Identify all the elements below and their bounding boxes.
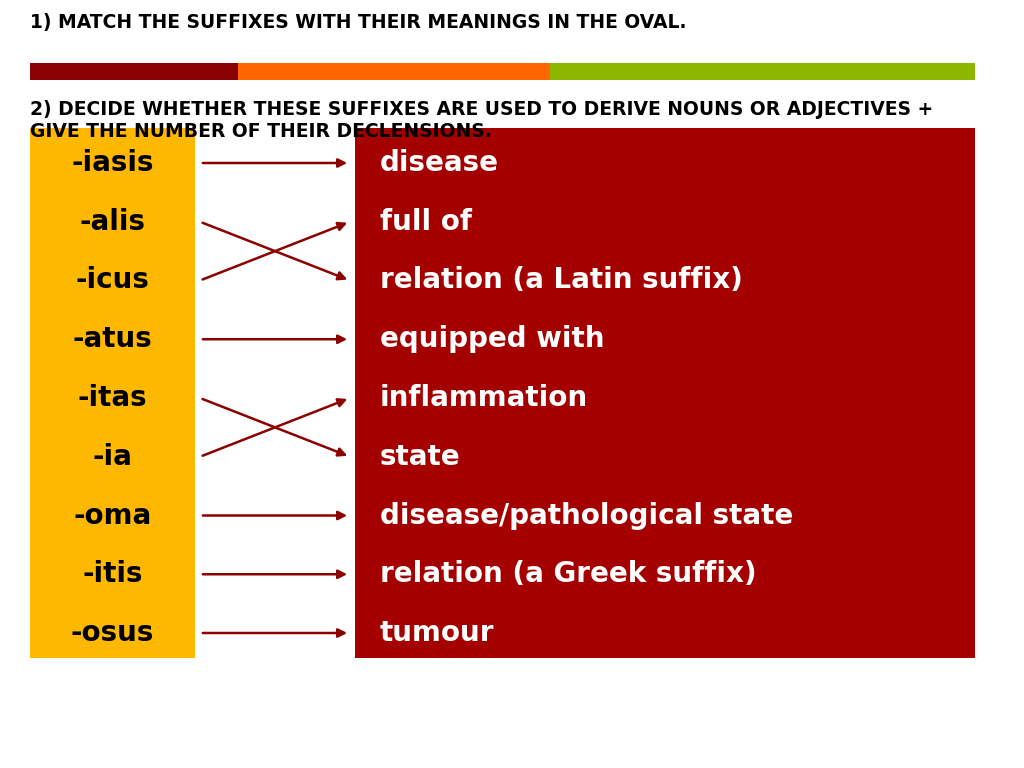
Text: -alis: -alis [80, 208, 145, 236]
Text: equipped with: equipped with [380, 326, 604, 353]
Text: -itis: -itis [82, 560, 142, 588]
Text: 1) MATCH THE SUFFIXES WITH THEIR MEANINGS IN THE OVAL.: 1) MATCH THE SUFFIXES WITH THEIR MEANING… [30, 13, 686, 32]
Bar [355, 128, 975, 658]
Text: disease/pathological state: disease/pathological state [380, 502, 794, 529]
Text: state: state [380, 442, 461, 471]
Text: -itas: -itas [78, 384, 147, 412]
Bar [30, 128, 195, 658]
Bar [30, 63, 238, 80]
Bar [238, 63, 550, 80]
Text: disease: disease [380, 149, 499, 177]
Text: 2) DECIDE WHETHER THESE SUFFIXES ARE USED TO DERIVE NOUNS OR ADJECTIVES +
GIVE T: 2) DECIDE WHETHER THESE SUFFIXES ARE USE… [30, 100, 933, 141]
Text: -ia: -ia [92, 442, 132, 471]
Text: inflammation: inflammation [380, 384, 588, 412]
Text: -osus: -osus [71, 619, 155, 647]
Text: full of: full of [380, 208, 472, 236]
Text: relation (a Latin suffix): relation (a Latin suffix) [380, 266, 742, 294]
Text: -oma: -oma [74, 502, 152, 529]
Bar [550, 63, 975, 80]
Text: -atus: -atus [73, 326, 153, 353]
Text: relation (a Greek suffix): relation (a Greek suffix) [380, 560, 757, 588]
Text: tumour: tumour [380, 619, 495, 647]
Text: -iasis: -iasis [72, 149, 154, 177]
Text: -icus: -icus [76, 266, 150, 294]
